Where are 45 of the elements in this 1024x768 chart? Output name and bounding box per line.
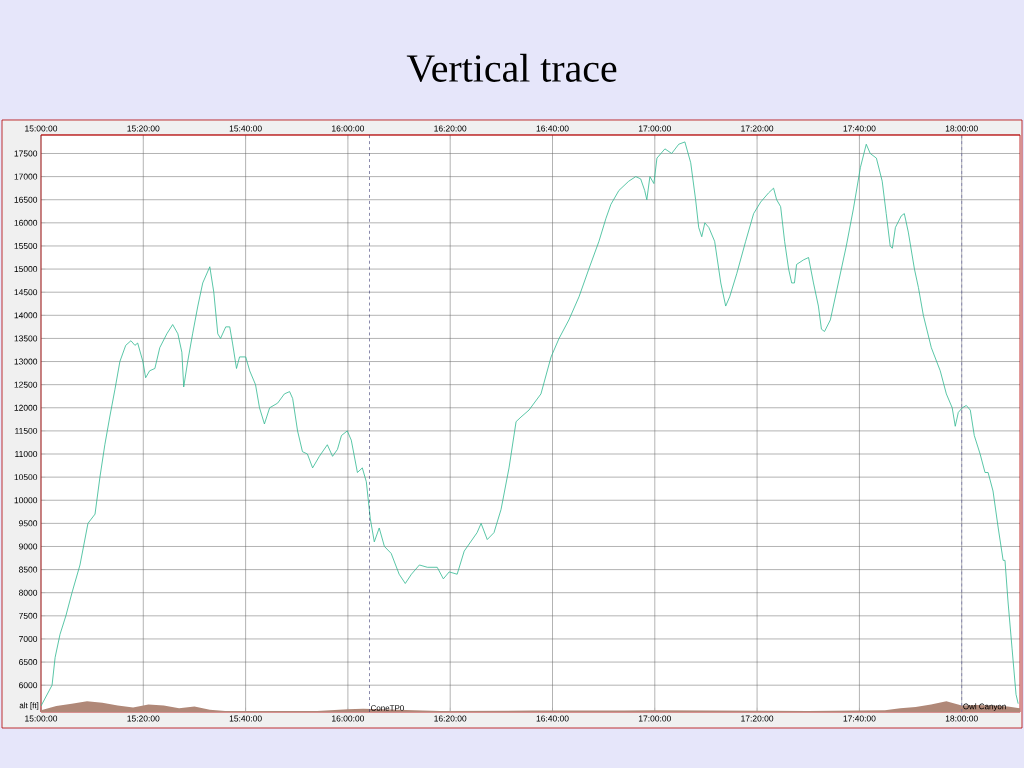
x-tick-label: 17:20:00 (741, 715, 774, 722)
x2-tick-label: 18:00:00 (945, 125, 978, 132)
y-tick-label: 15000 (14, 266, 38, 273)
x2-tick-label: 16:20:00 (434, 125, 467, 132)
y-tick-label: 10500 (14, 474, 38, 481)
y-tick-label: 14000 (14, 312, 38, 319)
x2-tick-label: 15:40:00 (229, 125, 262, 132)
x2-tick-label: 15:00:00 (25, 125, 58, 132)
x2-tick-label: 16:40:00 (536, 125, 569, 132)
y-tick-label: 13000 (14, 358, 38, 365)
y-tick-label: 12500 (14, 381, 38, 388)
x-tick-label: 18:00:00 (945, 715, 978, 722)
x2-tick-label: 17:20:00 (741, 125, 774, 132)
y-tick-label: 8000 (19, 589, 38, 596)
y-tick-label: 7000 (19, 635, 38, 642)
x2-tick-label: 16:00:00 (332, 125, 365, 132)
x-tick-label: 16:00:00 (332, 715, 365, 722)
y-tick-label: 11000 (15, 451, 38, 457)
y-tick-label: 17000 (14, 173, 38, 180)
x-tick-label: 17:40:00 (843, 715, 876, 722)
y-tick-label: 10000 (14, 497, 38, 504)
y-tick-label: 16500 (14, 196, 38, 203)
y-tick-label: 7500 (19, 612, 38, 619)
y-tick-label: 13500 (14, 335, 38, 342)
x-tick-label: 15:40:00 (229, 715, 262, 722)
y-tick-label: 16000 (14, 219, 38, 226)
x-tick-label: 16:20:00 (434, 715, 467, 722)
x-tick-label: 17:00:00 (638, 715, 671, 722)
x-tick-label: 16:40:00 (536, 715, 569, 722)
x2-tick-label: 17:00:00 (638, 125, 671, 132)
x2-tick-label: 15:20:00 (127, 125, 160, 132)
y-tick-label: 8500 (19, 566, 38, 573)
y-tick-label: 12000 (14, 404, 38, 411)
y-tick-label: 9500 (19, 520, 38, 527)
chart-title: Vertical trace (406, 53, 617, 83)
y-tick-label: 14500 (14, 289, 38, 296)
y-tick-label: 6000 (19, 682, 38, 689)
y-tick-label: 15500 (14, 242, 38, 249)
y-tick-label: 6500 (19, 659, 38, 666)
x-tick-label: 15:00:00 (25, 715, 58, 722)
y-tick-label: 17500 (14, 150, 38, 157)
x2-tick-label: 17:40:00 (843, 125, 876, 132)
x-tick-label: 15:20:00 (127, 715, 160, 722)
y-tick-label: 11500 (15, 427, 38, 434)
y-tick-label: 9000 (19, 543, 38, 550)
